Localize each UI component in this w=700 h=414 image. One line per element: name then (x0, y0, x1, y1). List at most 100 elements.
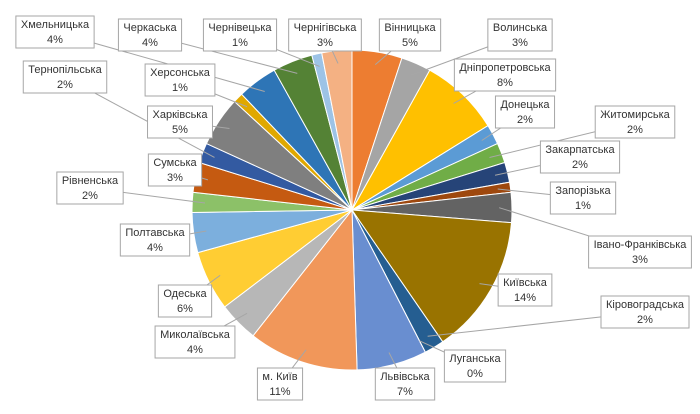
label-box (600, 295, 690, 329)
label-box (487, 18, 553, 52)
label-name: Хмельницька (21, 19, 90, 31)
label-box (144, 63, 216, 97)
label-value: 2% (57, 79, 73, 91)
label-box (147, 153, 203, 187)
label-name: Чернігівська (294, 22, 358, 34)
label-name: Житомирська (600, 109, 670, 121)
label-box (157, 284, 213, 318)
data-label: Волинська 3% (487, 18, 553, 52)
data-label: Рівненська 2% (56, 171, 124, 205)
label-value: 7% (397, 386, 413, 398)
label-name: Донецька (500, 99, 550, 111)
label-box (594, 105, 676, 139)
label-box (494, 95, 556, 129)
label-box (117, 18, 183, 52)
label-value: 6% (177, 303, 193, 315)
label-name: Черкаська (123, 22, 177, 34)
label-value: 2% (82, 190, 98, 202)
label-box (288, 18, 362, 52)
label-box (374, 367, 436, 401)
label-name: Чернівецька (208, 22, 272, 34)
label-value: 0% (467, 368, 483, 380)
data-label: Харківська 5% (147, 105, 213, 139)
label-box (539, 140, 621, 174)
label-name: Київська (503, 277, 548, 289)
label-value: 3% (317, 37, 333, 49)
label-name: Одеська (163, 288, 207, 300)
label-name: Луганська (449, 353, 501, 365)
label-value: 2% (627, 124, 643, 136)
label-box (256, 367, 304, 401)
data-label: Хмельницька 4% (15, 15, 95, 49)
label-name: Кіровоградська (606, 299, 685, 311)
data-label: Одеська 6% (157, 284, 213, 318)
label-value: 1% (172, 82, 188, 94)
data-label: Чернігівська 3% (288, 18, 362, 52)
data-label: Запорізька 1% (549, 181, 617, 215)
label-box (56, 171, 124, 205)
data-label: Івано-Франківська 3% (588, 235, 692, 269)
label-name: м. Київ (262, 371, 297, 383)
pie (191, 49, 513, 371)
label-name: Миколаївська (160, 329, 231, 341)
data-label: Донецька 2% (494, 95, 556, 129)
label-value: 2% (637, 314, 653, 326)
label-value: 3% (512, 37, 528, 49)
label-box (147, 105, 213, 139)
data-label: Закарпатська 2% (539, 140, 621, 174)
label-box (549, 181, 617, 215)
pie-slice (350, 209, 513, 343)
data-label: Житомирська 2% (594, 105, 676, 139)
label-box (202, 18, 278, 52)
data-label: Сумська 3% (147, 153, 203, 187)
label-name: Запорізька (555, 185, 611, 197)
label-name: Закарпатська (545, 144, 615, 156)
label-box (378, 18, 442, 52)
data-label: Миколаївська 4% (154, 325, 236, 359)
data-label: Херсонська 1% (144, 63, 216, 97)
label-value: 4% (142, 37, 158, 49)
label-name: Волинська (493, 22, 548, 34)
label-value: 3% (167, 172, 183, 184)
label-value: 5% (172, 124, 188, 136)
label-name: Рівненська (62, 175, 119, 187)
data-label: Київська 14% (497, 273, 553, 307)
label-value: 2% (517, 114, 533, 126)
label-value: 14% (514, 292, 536, 304)
label-value: 11% (269, 386, 290, 398)
label-box (588, 235, 692, 269)
label-name: Тернопільська (28, 64, 102, 76)
label-name: Сумська (153, 157, 197, 169)
label-name: Харківська (153, 109, 209, 121)
data-label: м. Київ 11% (256, 367, 304, 401)
data-label: Полтавська 4% (119, 223, 191, 257)
label-box (497, 273, 553, 307)
label-name: Івано-Франківська (594, 239, 688, 251)
label-value: 4% (187, 344, 203, 356)
label-box (15, 15, 95, 49)
label-name: Полтавська (125, 227, 185, 239)
label-name: Дніпропетровська (459, 62, 551, 74)
label-value: 3% (632, 254, 648, 266)
label-box (119, 223, 191, 257)
label-box (453, 58, 557, 92)
label-name: Львівська (380, 371, 430, 383)
label-value: 8% (497, 77, 513, 89)
label-value: 2% (572, 159, 588, 171)
label-box (22, 60, 108, 94)
label-name: Вінницька (384, 22, 436, 34)
data-label: Чернівецька 1% (202, 18, 278, 52)
label-box (154, 325, 236, 359)
label-value: 1% (232, 37, 248, 49)
data-label: Черкаська 4% (117, 18, 183, 52)
label-box (443, 349, 507, 383)
label-value: 4% (47, 34, 63, 46)
pie-slice (252, 208, 358, 371)
data-label: Луганська 0% (443, 349, 507, 383)
data-label: Дніпропетровська 8% (453, 58, 557, 92)
label-value: 1% (575, 200, 591, 212)
label-value: 4% (147, 242, 163, 254)
label-name: Херсонська (150, 67, 211, 79)
data-label: Тернопільська 2% (22, 60, 108, 94)
